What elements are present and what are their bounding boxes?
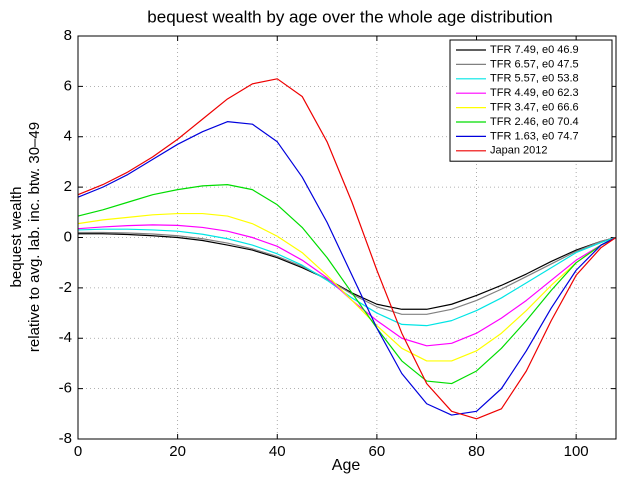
data-line <box>77 184 617 385</box>
legend-label: TFR 3.47, e0 66.6 <box>490 102 579 114</box>
y-tick-label: -4 <box>59 329 72 346</box>
legend-label: TFR 4.49, e0 62.3 <box>490 87 579 99</box>
y-tick-label: 4 <box>64 128 72 145</box>
plot-frame <box>77 35 617 440</box>
x-tick-label: 80 <box>468 443 485 460</box>
y-axis-label: bequest wealth <box>8 187 25 288</box>
data-line <box>77 78 617 420</box>
legend-label: Japan 2012 <box>490 145 548 157</box>
legend-label: TFR 1.63, e0 74.7 <box>490 130 579 142</box>
legend-label: TFR 7.49, e0 46.9 <box>490 44 579 56</box>
x-tick-label: 100 <box>564 443 589 460</box>
chart-title: bequest wealth by age over the whole age… <box>147 7 552 26</box>
y-tick-label: 8 <box>64 27 72 44</box>
x-tick-label: 0 <box>74 443 82 460</box>
legend-label: TFR 2.46, e0 70.4 <box>490 116 579 128</box>
y-tick-label: 2 <box>64 178 72 195</box>
legend: TFR 7.49, e0 46.9 TFR 6.57, e0 47.5 TFR 5.… <box>449 39 613 162</box>
data-line <box>78 231 617 315</box>
legend-label: TFR 6.57, e0 47.5 <box>490 58 579 70</box>
data-line <box>77 121 617 416</box>
legend-label: TFR 5.57, e0 53.8 <box>490 73 579 85</box>
legend-box <box>449 39 613 162</box>
y-tick-label: -6 <box>59 380 72 397</box>
data-line <box>77 228 617 327</box>
y-tick-label: 6 <box>64 77 72 94</box>
y-axis-label: relative to avg. lab. inc. btw. 30–49 <box>26 122 43 352</box>
data-line <box>77 212 617 362</box>
x-tick-label: 20 <box>169 443 186 460</box>
x-axis-label: Age <box>332 457 361 474</box>
x-tick-label: 40 <box>269 443 286 460</box>
y-tick-label: -2 <box>59 279 72 296</box>
y-tick-label: -8 <box>59 430 72 447</box>
y-tick-label: 0 <box>64 228 72 245</box>
x-tick-label: 60 <box>369 443 386 460</box>
